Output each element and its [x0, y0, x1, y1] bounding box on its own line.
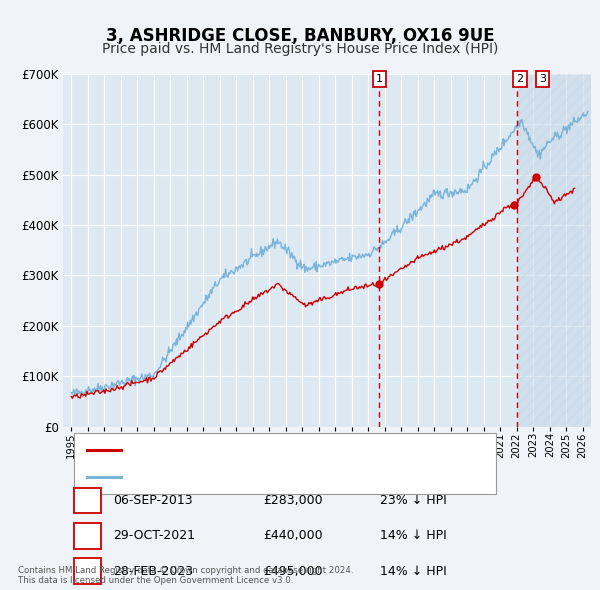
Text: 2: 2	[517, 74, 524, 84]
Text: 14% ↓ HPI: 14% ↓ HPI	[380, 565, 446, 578]
Text: 28-FEB-2023: 28-FEB-2023	[113, 565, 193, 578]
Bar	[517, 74, 591, 427]
Text: £440,000: £440,000	[263, 529, 323, 542]
Text: 2: 2	[83, 529, 92, 542]
Text: 3: 3	[83, 565, 92, 578]
Text: Price paid vs. HM Land Registry's House Price Index (HPI): Price paid vs. HM Land Registry's House …	[102, 42, 498, 57]
FancyBboxPatch shape	[74, 433, 496, 494]
Text: Contains HM Land Registry data © Crown copyright and database right 2024.
This d: Contains HM Land Registry data © Crown c…	[18, 566, 353, 585]
Text: 3, ASHRIDGE CLOSE, BANBURY, OX16 9UE: 3, ASHRIDGE CLOSE, BANBURY, OX16 9UE	[106, 27, 494, 45]
Text: 1: 1	[83, 494, 92, 507]
FancyBboxPatch shape	[74, 487, 101, 513]
Text: 06-SEP-2013: 06-SEP-2013	[113, 494, 193, 507]
Text: 1: 1	[376, 74, 383, 84]
Text: £495,000: £495,000	[263, 565, 323, 578]
Text: £283,000: £283,000	[263, 494, 323, 507]
FancyBboxPatch shape	[74, 558, 101, 584]
Text: 14% ↓ HPI: 14% ↓ HPI	[380, 529, 446, 542]
Text: HPI: Average price, detached house, Cherwell: HPI: Average price, detached house, Cher…	[131, 472, 386, 482]
Text: 3, ASHRIDGE CLOSE, BANBURY, OX16 9UE (detached house): 3, ASHRIDGE CLOSE, BANBURY, OX16 9UE (de…	[131, 445, 467, 455]
Text: 23% ↓ HPI: 23% ↓ HPI	[380, 494, 446, 507]
FancyBboxPatch shape	[74, 523, 101, 549]
Text: 29-OCT-2021: 29-OCT-2021	[113, 529, 195, 542]
Text: 3: 3	[539, 74, 546, 84]
